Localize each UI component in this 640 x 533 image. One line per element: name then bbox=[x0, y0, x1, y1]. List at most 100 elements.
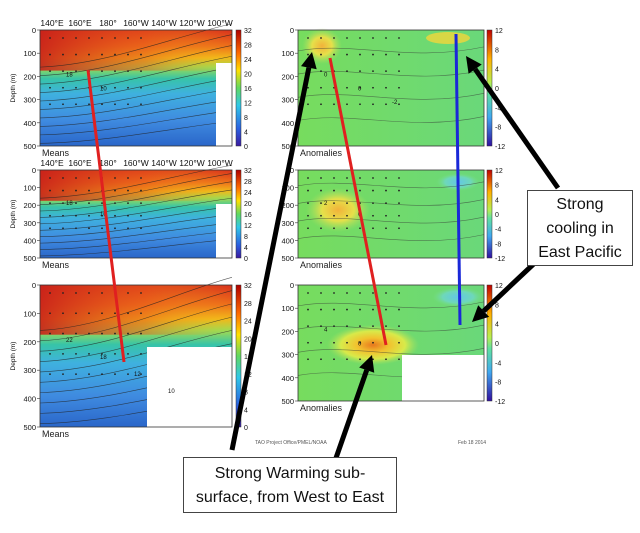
y-tick-label: 200 bbox=[23, 201, 36, 210]
panel-frame bbox=[297, 29, 485, 147]
y-tick-label: 400 bbox=[23, 119, 36, 128]
station-dot bbox=[385, 70, 387, 73]
station-dot bbox=[49, 103, 51, 106]
station-dot bbox=[398, 227, 400, 230]
station-dot bbox=[75, 70, 77, 73]
colorbar-tick-label: -4 bbox=[495, 105, 501, 112]
station-dot bbox=[307, 341, 309, 344]
station-dot bbox=[320, 325, 322, 328]
station-dot bbox=[88, 202, 90, 205]
colorbar bbox=[486, 169, 493, 259]
station-dot bbox=[140, 227, 142, 230]
x-tick-label: 180° bbox=[99, 158, 117, 168]
station-dot bbox=[114, 177, 116, 179]
station-dot bbox=[372, 227, 374, 230]
station-dot bbox=[307, 103, 309, 106]
station-dot bbox=[114, 103, 116, 106]
station-dot bbox=[88, 332, 90, 335]
station-dot bbox=[320, 202, 322, 205]
station-dot bbox=[140, 352, 142, 355]
y-tick-label: 100 bbox=[281, 49, 294, 58]
station-dot bbox=[346, 214, 348, 217]
colorbar-tick-label: 0 bbox=[244, 256, 248, 263]
y-tick-label: 500 bbox=[23, 423, 36, 432]
station-dot bbox=[333, 227, 335, 230]
y-tick-label: 200 bbox=[281, 72, 294, 81]
x-tick-label: 140°W bbox=[151, 18, 177, 28]
arrow-to-west-warming-head bbox=[301, 52, 317, 70]
station-dot bbox=[101, 70, 103, 73]
station-dot bbox=[385, 214, 387, 217]
y-tick-label: 100 bbox=[23, 184, 36, 193]
east-callout-line-1: Strong bbox=[556, 196, 604, 213]
anomaly-contour bbox=[297, 347, 485, 355]
station-dot bbox=[385, 308, 387, 311]
station-dot bbox=[62, 373, 64, 376]
anomaly-contour bbox=[297, 46, 485, 54]
colorbar-tick-label: 20 bbox=[244, 336, 252, 343]
station-dot bbox=[88, 37, 90, 39]
station-dot bbox=[372, 86, 374, 89]
station-dot bbox=[62, 103, 64, 106]
station-dot bbox=[346, 358, 348, 361]
contour-label: 0 bbox=[358, 86, 362, 92]
isotherm-contour bbox=[39, 290, 233, 342]
colorbar-tick-label: 28 bbox=[244, 43, 252, 50]
station-dot bbox=[62, 53, 64, 56]
colorbar-tick-label: -8 bbox=[495, 380, 501, 387]
station-dot bbox=[127, 332, 129, 335]
colorbar-tick-label: 16 bbox=[244, 212, 252, 219]
station-dot bbox=[372, 177, 374, 179]
station-dot bbox=[140, 53, 142, 56]
station-dot bbox=[127, 312, 129, 315]
isotherm-contour bbox=[39, 110, 233, 136]
station-dot bbox=[114, 214, 116, 217]
isotherm-contour bbox=[39, 66, 233, 102]
panel-4: 200100200300400500Anomalies12840-4-8-12 bbox=[281, 166, 505, 270]
colorbar bbox=[486, 284, 493, 402]
colorbar-tick-label: 32 bbox=[244, 28, 252, 35]
station-dot bbox=[359, 53, 361, 56]
station-dot bbox=[385, 227, 387, 230]
station-dot bbox=[359, 341, 361, 344]
contour-label: 12 bbox=[134, 372, 141, 378]
station-dot bbox=[307, 202, 309, 205]
warm-tilt-line-left bbox=[86, 69, 126, 363]
y-tick-label: 100 bbox=[281, 184, 294, 193]
colorbar-tick-label: -8 bbox=[495, 241, 501, 248]
arrow-to-east-cooling-top bbox=[473, 67, 561, 190]
station-dot bbox=[320, 189, 322, 192]
station-dot bbox=[320, 70, 322, 73]
isotherm-contour bbox=[39, 189, 233, 218]
east-callout-line-3: East Pacific bbox=[538, 244, 622, 261]
station-dot bbox=[75, 86, 77, 89]
station-dot bbox=[346, 177, 348, 179]
station-dot bbox=[62, 332, 64, 335]
station-dot bbox=[333, 103, 335, 106]
isotherm-contour bbox=[39, 197, 233, 225]
station-dot bbox=[320, 358, 322, 361]
station-dot bbox=[114, 189, 116, 192]
station-dot bbox=[372, 202, 374, 205]
station-dot bbox=[62, 214, 64, 217]
isotherm-contour bbox=[39, 34, 233, 76]
y-tick-label: 100 bbox=[23, 309, 36, 318]
station-dot bbox=[127, 70, 129, 73]
colorbar-tick-label: -4 bbox=[495, 360, 501, 367]
station-dot bbox=[320, 292, 322, 294]
colorbar-tick-label: 16 bbox=[244, 86, 252, 93]
station-dot bbox=[140, 189, 142, 192]
station-dot bbox=[127, 86, 129, 89]
panel-corner-label: Means bbox=[42, 429, 70, 439]
station-dot bbox=[359, 325, 361, 328]
isotherm-contour bbox=[39, 316, 233, 362]
west-callout-line-1: Strong Warming sub- bbox=[214, 465, 366, 482]
y-tick-label: 500 bbox=[281, 254, 294, 263]
colorbar-tick-label: 8 bbox=[495, 302, 499, 309]
station-dot bbox=[307, 325, 309, 328]
station-dot bbox=[398, 70, 400, 73]
y-tick-label: 300 bbox=[281, 96, 294, 105]
